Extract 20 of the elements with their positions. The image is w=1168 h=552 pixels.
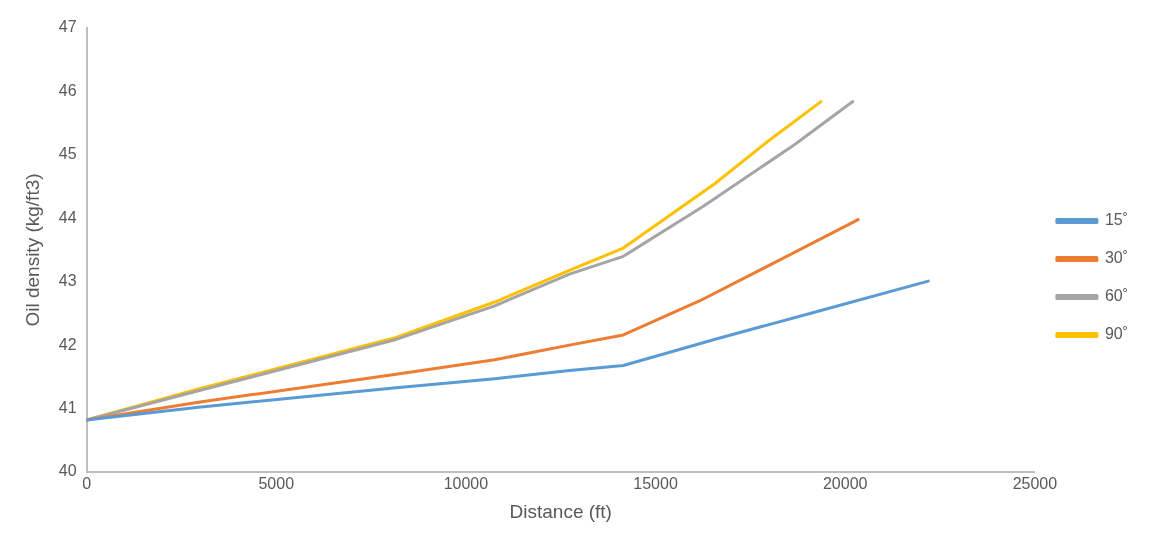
x-axis-title: Distance (ft) — [509, 500, 612, 522]
x-tick-label: 10000 — [443, 475, 489, 493]
y-tick-label: 44 — [58, 208, 77, 226]
y-tick-label: 42 — [58, 335, 77, 353]
y-tick-label: 47 — [58, 18, 77, 36]
x-tick-label: 20000 — [822, 475, 868, 493]
legend-label: 90˚ — [1104, 325, 1128, 343]
y-axis-title: Oil density (kg/ft3) — [21, 173, 43, 327]
y-tick-label: 45 — [58, 145, 77, 163]
x-tick-label: 25000 — [1012, 475, 1058, 493]
legend-label: 15˚ — [1104, 211, 1128, 229]
x-tick-label: 0 — [82, 475, 92, 493]
y-tick-label: 46 — [58, 81, 77, 99]
x-tick-label: 5000 — [258, 475, 295, 493]
legend-label: 60˚ — [1104, 287, 1128, 305]
y-tick-label: 40 — [58, 462, 77, 480]
y-tick-label: 41 — [58, 398, 77, 416]
legend-label: 30˚ — [1104, 249, 1128, 267]
x-tick-label: 15000 — [633, 475, 678, 493]
y-tick-label: 43 — [58, 272, 77, 290]
